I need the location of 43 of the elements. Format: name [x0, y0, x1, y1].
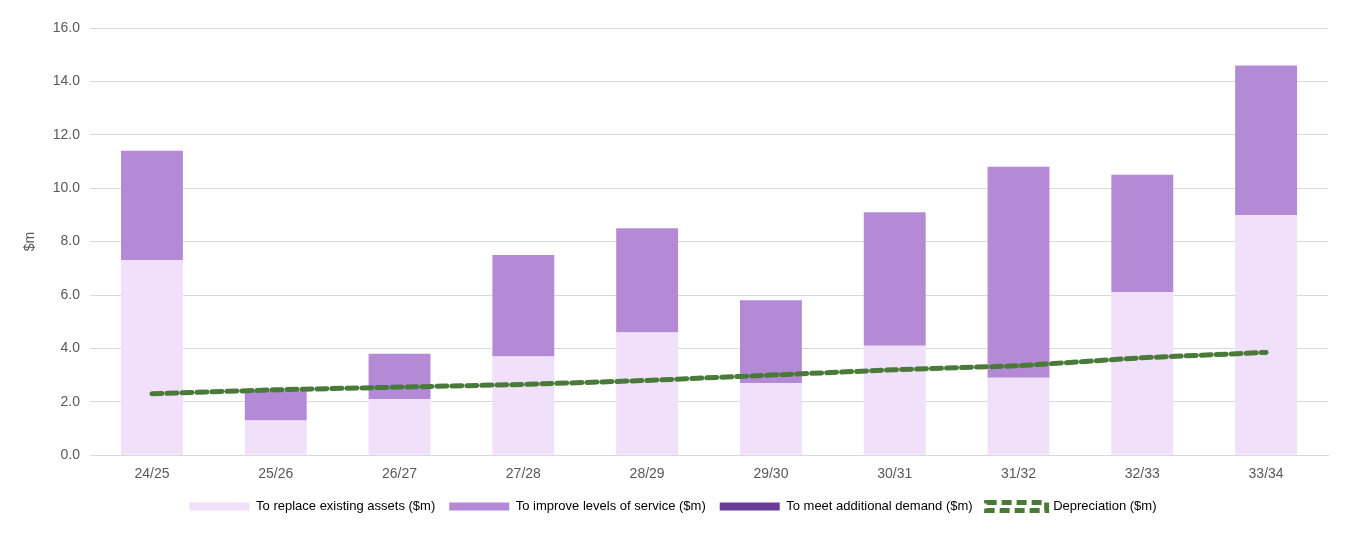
y-tick-label: 10.0: [52, 179, 81, 196]
y-tick-label: 8.0: [60, 232, 81, 249]
bar: [863, 345, 926, 455]
bar: [244, 391, 307, 421]
bar: [987, 166, 1050, 378]
bar: [863, 212, 926, 346]
legend-label: To meet additional demand ($m): [786, 498, 973, 514]
bar: [244, 420, 307, 455]
y-tick-label: 6.0: [60, 285, 81, 302]
bar: [1235, 65, 1298, 215]
x-tick-label: 32/33: [1124, 465, 1161, 482]
y-tick-label: 2.0: [60, 392, 81, 409]
bar: [492, 254, 555, 357]
y-tick-label: 4.0: [60, 339, 81, 356]
bar: [739, 383, 802, 455]
x-tick-label: 26/27: [382, 465, 418, 482]
bar: [121, 150, 183, 261]
bar: [616, 228, 679, 333]
legend-label: Depreciation ($m): [1053, 498, 1157, 514]
legend-label: To improve levels of service ($m): [515, 498, 706, 514]
x-tick-label: 29/30: [753, 465, 789, 482]
y-axis-title: $m: [21, 231, 38, 252]
bar: [739, 300, 802, 384]
bar: [121, 260, 183, 455]
legend-label: To replace existing assets ($m): [256, 498, 436, 514]
x-tick-label: 24/25: [134, 465, 170, 482]
x-tick-label: 33/34: [1248, 465, 1284, 482]
x-tick-label: 27/28: [505, 465, 542, 482]
y-tick-label: 12.0: [52, 125, 81, 142]
bar: [1235, 214, 1298, 455]
x-tick-label: 31/32: [1000, 465, 1037, 482]
x-tick-label: 25/26: [258, 465, 294, 482]
x-tick-label: 30/31: [877, 465, 913, 482]
y-tick-label: 14.0: [52, 72, 81, 89]
y-tick-label: 16.0: [52, 18, 81, 35]
bar: [368, 399, 431, 455]
bar: [987, 377, 1050, 455]
bar: [1111, 174, 1174, 293]
bar: [1111, 292, 1174, 455]
y-tick-label: 0.0: [60, 446, 81, 463]
bar: [492, 356, 555, 455]
bar: [616, 332, 679, 455]
x-tick-label: 28/29: [629, 465, 665, 482]
